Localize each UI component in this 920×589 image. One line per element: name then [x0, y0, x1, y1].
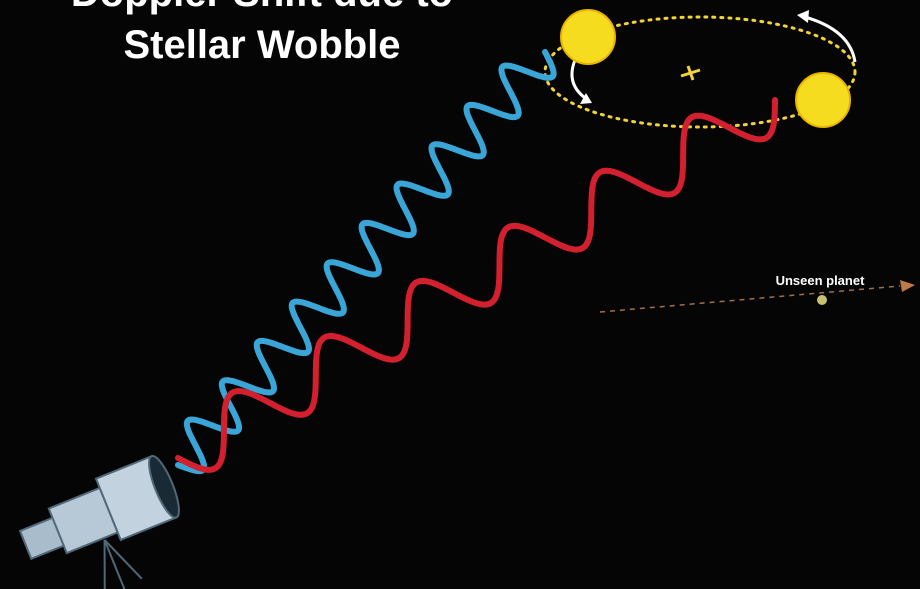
- star: [795, 72, 851, 128]
- title-line-2: Stellar Wobble: [123, 23, 400, 67]
- planet: [817, 295, 827, 305]
- planet-label: Unseen planet: [776, 273, 866, 288]
- red-shifted-wave: [175, 97, 778, 473]
- star: [560, 9, 616, 65]
- title-line-1: Doppler Shift due to: [71, 0, 453, 15]
- barycenter: [680, 65, 701, 81]
- waves: [175, 49, 778, 475]
- arrowhead: [900, 280, 915, 292]
- telescope: [18, 454, 180, 589]
- blue-shifted-wave: [175, 49, 557, 475]
- motion-arrow: [804, 15, 857, 63]
- arrowhead: [797, 10, 809, 23]
- arrowhead: [580, 93, 592, 104]
- planet-orbit: [599, 285, 901, 313]
- star-orbit: [543, 15, 857, 129]
